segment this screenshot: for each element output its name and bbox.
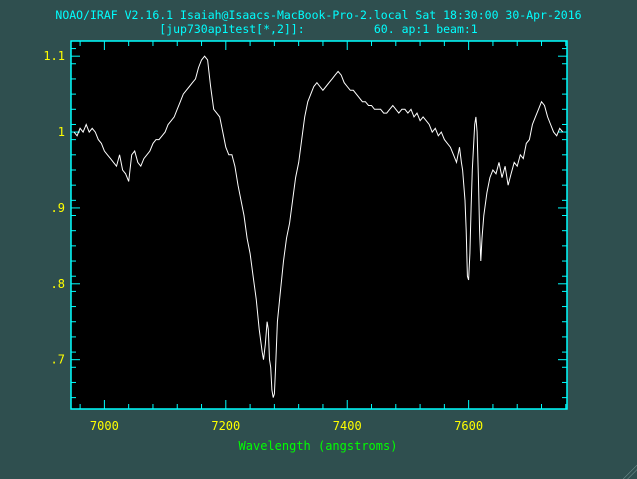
y-tick-label: 1.1 [43, 49, 65, 63]
x-tick-label: 7400 [333, 419, 362, 433]
spectrum-trace [73, 55, 564, 398]
y-tick-label: .8 [51, 277, 65, 291]
x-tick-label: 7000 [90, 419, 119, 433]
y-tick-label: .9 [51, 201, 65, 215]
plot-title-line-1: NOAO/IRAF V2.16.1 Isaiah@Isaacs-MacBook-… [55, 8, 582, 22]
plot-title-line-2: [jup730ap1test[*,2]]: 60. ap:1 beam:1 [159, 22, 478, 36]
x-tick-label: 7600 [454, 419, 483, 433]
plot-frame [70, 40, 568, 410]
axis-ticks [71, 41, 567, 409]
window-resize-grip[interactable] [623, 465, 637, 479]
axis-tick-labels: 7000 7200 7400 7600 .7 .8 .9 1 1.1 [43, 49, 483, 433]
y-tick-label: 1 [58, 125, 65, 139]
x-axis-label: Wavelength (angstroms) [239, 439, 398, 453]
y-tick-label: .7 [51, 353, 65, 367]
x-tick-label: 7200 [211, 419, 240, 433]
